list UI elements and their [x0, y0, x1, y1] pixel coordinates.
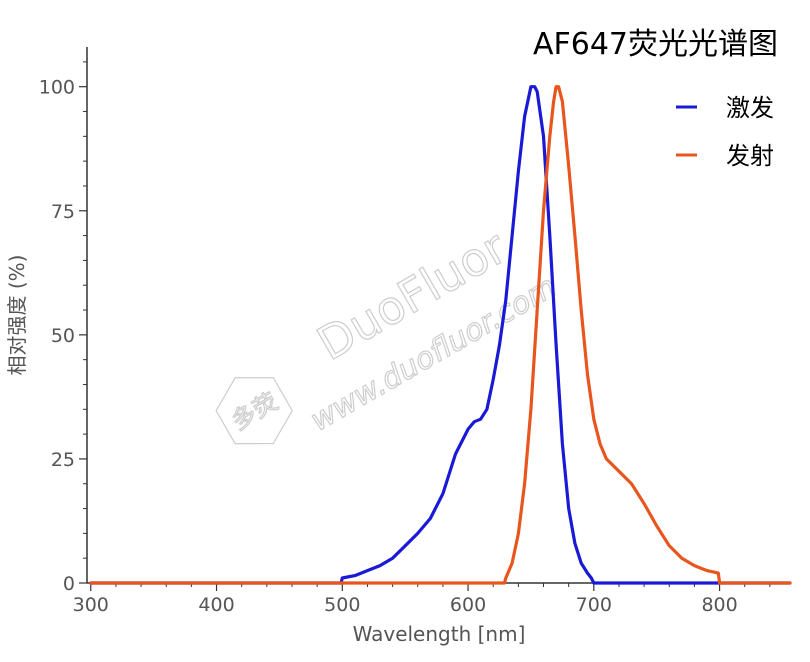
x-tick-label: 600: [450, 594, 486, 616]
x-tick-label: 700: [576, 594, 612, 616]
x-tick-label: 500: [324, 594, 360, 616]
y-tick-label: 50: [51, 325, 75, 347]
watermark-logo: 多荧: [215, 377, 293, 445]
chart-title: AF647荧光光谱图: [533, 27, 778, 62]
legend-label-emission: 发射: [726, 142, 774, 170]
series-line-emission: [89, 85, 792, 585]
legend: 激发 发射: [676, 94, 774, 170]
y-axis-title: 相对强度 (%): [5, 255, 29, 376]
y-ticks: 0 25 50 75 100: [39, 61, 87, 595]
x-tick-label: 300: [73, 594, 109, 616]
watermark-logo-text: 多荧: [227, 387, 283, 435]
x-ticks: 300 400 500 600 700 800: [73, 583, 771, 616]
series-line-excitation: [89, 85, 792, 585]
y-tick-label: 25: [51, 449, 75, 471]
series-layer: [89, 85, 792, 585]
watermark: DuoFluor www.duofluor.com 多荧: [215, 219, 563, 445]
legend-label-excitation: 激发: [726, 94, 774, 122]
y-tick-label: 100: [39, 77, 75, 99]
x-axis-title: Wavelength [nm]: [353, 622, 526, 646]
y-tick-label: 75: [51, 201, 75, 223]
y-tick-label: 0: [63, 573, 75, 595]
x-tick-label: 400: [198, 594, 234, 616]
x-tick-label: 800: [701, 594, 737, 616]
